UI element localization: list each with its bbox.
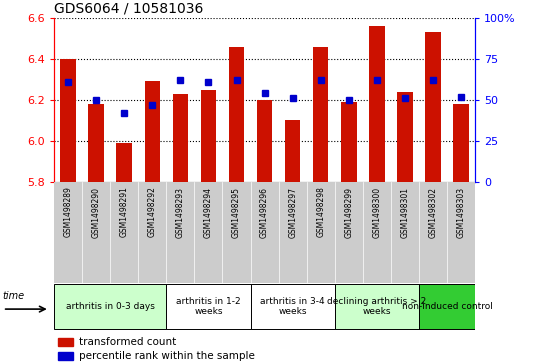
Bar [89, 104, 104, 182]
Bar [138, 18, 166, 182]
Text: GSM1498302: GSM1498302 [429, 187, 437, 237]
Bar [251, 18, 279, 182]
Text: GSM1498297: GSM1498297 [288, 187, 297, 237]
Text: percentile rank within the sample: percentile rank within the sample [79, 351, 255, 361]
Bar [363, 18, 391, 182]
Bar [285, 120, 300, 182]
Bar [58, 352, 73, 360]
FancyBboxPatch shape [251, 284, 335, 329]
Bar [145, 81, 160, 182]
Text: GSM1498291: GSM1498291 [120, 187, 129, 237]
Bar [335, 18, 363, 182]
Bar [313, 47, 328, 182]
Text: GSM1498296: GSM1498296 [260, 187, 269, 237]
Text: arthritis in 1-2
weeks: arthritis in 1-2 weeks [176, 297, 241, 317]
Bar [222, 18, 251, 182]
Text: GSM1498289: GSM1498289 [64, 187, 72, 237]
Bar [173, 94, 188, 182]
Text: transformed count: transformed count [79, 337, 177, 347]
Bar [194, 182, 222, 283]
Bar [117, 143, 132, 182]
Bar [369, 26, 384, 182]
Bar [60, 59, 76, 182]
Text: GSM1498293: GSM1498293 [176, 187, 185, 237]
Bar [110, 18, 138, 182]
Bar [307, 182, 335, 283]
Bar [363, 182, 391, 283]
Bar [279, 18, 307, 182]
Bar [138, 182, 166, 283]
Bar [447, 18, 475, 182]
Bar [166, 182, 194, 283]
Text: time: time [3, 291, 25, 301]
Bar [391, 18, 419, 182]
Bar [82, 18, 110, 182]
Bar [341, 102, 356, 182]
Text: GSM1498300: GSM1498300 [373, 187, 381, 238]
Bar [426, 32, 441, 182]
FancyBboxPatch shape [335, 284, 419, 329]
Bar [166, 18, 194, 182]
Bar [54, 182, 82, 283]
Bar [229, 47, 244, 182]
Text: GSM1498295: GSM1498295 [232, 187, 241, 237]
Bar [82, 182, 110, 283]
Text: arthritis in 0-3 days: arthritis in 0-3 days [66, 302, 154, 311]
FancyBboxPatch shape [166, 284, 251, 329]
Bar [454, 104, 469, 182]
FancyBboxPatch shape [419, 284, 475, 329]
Bar [391, 182, 419, 283]
Text: GSM1498303: GSM1498303 [457, 187, 465, 238]
Bar [419, 18, 447, 182]
FancyBboxPatch shape [54, 284, 166, 329]
Bar [397, 91, 413, 182]
Bar [419, 182, 447, 283]
Bar [201, 90, 216, 182]
Text: GSM1498294: GSM1498294 [204, 187, 213, 237]
Text: GSM1498299: GSM1498299 [345, 187, 353, 237]
Bar [58, 338, 73, 346]
Text: declining arthritis > 2
weeks: declining arthritis > 2 weeks [327, 297, 427, 317]
Text: GSM1498292: GSM1498292 [148, 187, 157, 237]
Bar [251, 182, 279, 283]
Bar [222, 182, 251, 283]
Text: non-induced control: non-induced control [402, 302, 492, 311]
Bar [257, 100, 272, 182]
Bar [447, 182, 475, 283]
Bar [307, 18, 335, 182]
Text: GDS6064 / 10581036: GDS6064 / 10581036 [54, 1, 204, 16]
Text: arthritis in 3-4
weeks: arthritis in 3-4 weeks [260, 297, 325, 317]
Bar [54, 18, 82, 182]
Text: GSM1498298: GSM1498298 [316, 187, 325, 237]
Text: GSM1498290: GSM1498290 [92, 187, 100, 237]
Bar [279, 182, 307, 283]
Text: GSM1498301: GSM1498301 [401, 187, 409, 237]
Bar [110, 182, 138, 283]
Bar [194, 18, 222, 182]
Bar [335, 182, 363, 283]
